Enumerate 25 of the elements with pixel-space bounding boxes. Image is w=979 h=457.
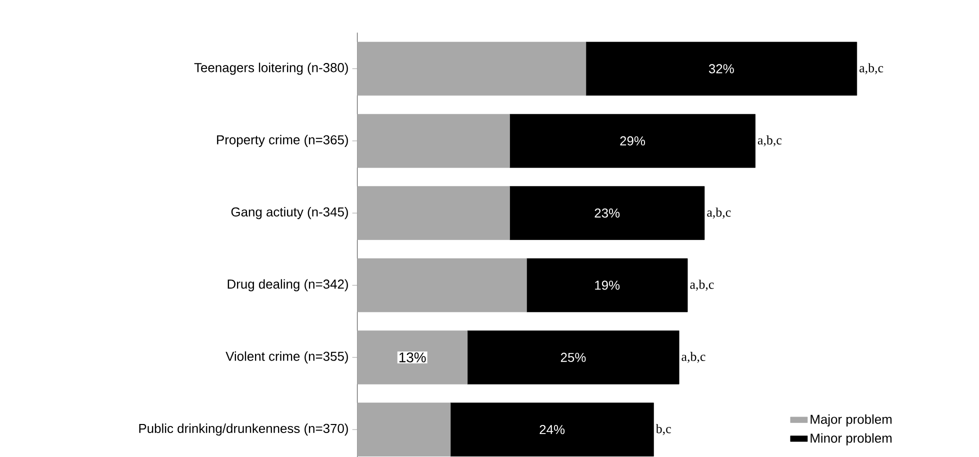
y-tick-label: Violent crime (n=355): [226, 351, 348, 364]
y-tick-label: Property crime (n=365): [217, 134, 348, 147]
data-label: 24%: [540, 425, 565, 434]
data-label: 32%: [708, 64, 734, 74]
bar: [467, 330, 680, 384]
annotation: b,c: [656, 424, 671, 436]
annotation: a,b,c: [758, 135, 782, 146]
data-label: 29%: [620, 136, 645, 146]
legend-label: Major problem: [810, 414, 892, 426]
bar: [510, 186, 705, 240]
annotation: a,b,c: [707, 208, 731, 219]
data-label: 19%: [595, 280, 620, 290]
data-label: 13%: [399, 352, 426, 362]
bar: [526, 258, 688, 312]
bar: [510, 114, 756, 168]
legend-label: Minor problem: [810, 433, 892, 446]
y-tick-label: Drug dealing (n=342): [228, 279, 348, 292]
annotation: a,b,c: [690, 280, 714, 291]
data-label: 23%: [594, 208, 620, 218]
y-tick-label: Gang actiuty (n-345): [231, 207, 348, 220]
data-label: 25%: [560, 352, 586, 362]
annotation: a,b,c: [682, 352, 706, 363]
annotation: a,b,c: [860, 63, 884, 74]
y-tick-label: Teenagers loitering (n-380): [194, 62, 348, 75]
y-tick-label: Public drinking/drunkenness (n=370): [139, 424, 348, 436]
